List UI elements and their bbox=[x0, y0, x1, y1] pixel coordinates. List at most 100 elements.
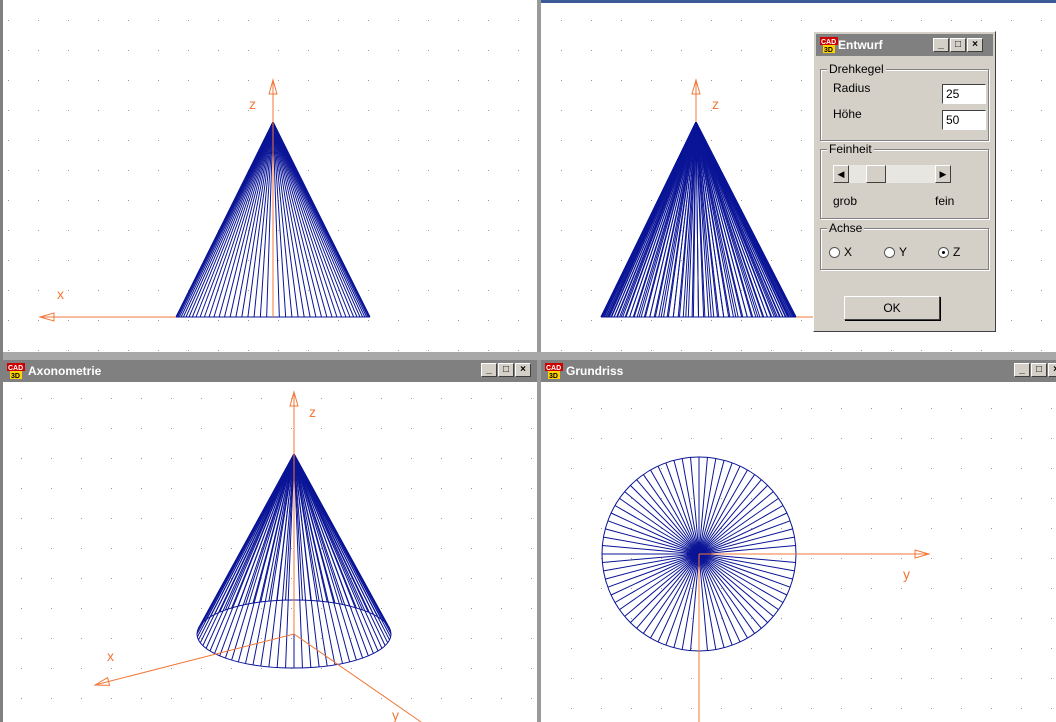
side-view-canvas[interactable] bbox=[541, 0, 1056, 352]
grundriss-titlebar[interactable]: CAD 3D Grundriss _ □ × bbox=[541, 360, 1056, 382]
ok-button[interactable]: OK bbox=[844, 296, 940, 320]
maximize-button[interactable]: □ bbox=[1031, 363, 1047, 377]
grid-dot bbox=[381, 668, 382, 669]
close-button[interactable]: × bbox=[515, 363, 531, 377]
grid-dot bbox=[68, 80, 69, 81]
cad3d-logo-icon: CAD 3D bbox=[820, 37, 838, 53]
front-view-pane[interactable]: z x bbox=[0, 0, 537, 352]
grundriss-canvas[interactable] bbox=[541, 360, 1056, 722]
grid-dot bbox=[1051, 468, 1052, 469]
grid-dot bbox=[591, 260, 592, 261]
cone-generatrix bbox=[695, 121, 720, 318]
y-axis-arrow bbox=[914, 549, 931, 559]
cone-generatrix bbox=[252, 453, 295, 665]
cone-dense-mesh bbox=[600, 121, 797, 318]
close-button[interactable]: × bbox=[1048, 363, 1056, 377]
grid-dot bbox=[8, 110, 9, 111]
grid-dot bbox=[661, 408, 662, 409]
grid-dot bbox=[841, 708, 842, 709]
maximize-button[interactable]: □ bbox=[950, 38, 966, 52]
grid-dot bbox=[651, 350, 652, 351]
axonometrie-canvas[interactable] bbox=[3, 360, 537, 722]
grid-dot bbox=[841, 468, 842, 469]
grid-dot bbox=[51, 488, 52, 489]
close-button[interactable]: × bbox=[967, 38, 983, 52]
entwurf-dialog[interactable]: CAD 3D Entwurf _ □ × Drehkegel Radius Hö… bbox=[813, 31, 996, 332]
grid-dot bbox=[631, 618, 632, 619]
svg-text:3D: 3D bbox=[549, 373, 558, 379]
grid-dot bbox=[691, 528, 692, 529]
grid-dot bbox=[158, 110, 159, 111]
axis-radio-z[interactable]: Z bbox=[938, 245, 960, 259]
radius-input[interactable] bbox=[942, 84, 986, 104]
cone-spoke bbox=[607, 553, 700, 588]
grid-dot bbox=[98, 50, 99, 51]
grid-dot bbox=[398, 290, 399, 291]
arrow-right-icon: ▶ bbox=[939, 169, 947, 179]
cone-generatrix bbox=[272, 121, 280, 318]
front-view-canvas[interactable] bbox=[0, 0, 537, 352]
grid-dot bbox=[51, 398, 52, 399]
grid-dot bbox=[128, 320, 129, 321]
grid-dot bbox=[471, 428, 472, 429]
grid-dot bbox=[571, 588, 572, 589]
grid-dot bbox=[51, 428, 52, 429]
grid-dot bbox=[501, 488, 502, 489]
feinheit-slider[interactable]: ◀ ▶ bbox=[833, 165, 951, 183]
grid-dot bbox=[81, 548, 82, 549]
cone-generatrix bbox=[695, 121, 753, 318]
cone-generatrix bbox=[293, 453, 343, 605]
cone-generatrix bbox=[260, 453, 295, 603]
dialog-titlebar[interactable]: CAD 3D Entwurf _ □ × bbox=[816, 34, 993, 56]
grid-dot bbox=[351, 668, 352, 669]
grid-dot bbox=[51, 638, 52, 639]
axis-radio-y[interactable]: Y bbox=[884, 245, 907, 259]
grid-dot bbox=[801, 80, 802, 81]
grid-dot bbox=[571, 708, 572, 709]
frame-border-left bbox=[0, 0, 3, 722]
minimize-button[interactable]: _ bbox=[481, 363, 497, 377]
grid-dot bbox=[751, 618, 752, 619]
minimize-button[interactable]: _ bbox=[1014, 363, 1030, 377]
scroll-left-button[interactable]: ◀ bbox=[833, 165, 849, 183]
grid-dot bbox=[231, 518, 232, 519]
cone-generatrix bbox=[272, 121, 333, 318]
grid-dot bbox=[571, 528, 572, 529]
grid-dot bbox=[368, 140, 369, 141]
grid-dot bbox=[338, 50, 339, 51]
grid-dot bbox=[81, 608, 82, 609]
maximize-button[interactable]: □ bbox=[498, 363, 514, 377]
axis-radio-x[interactable]: X bbox=[829, 245, 852, 259]
grid-dot bbox=[441, 398, 442, 399]
grid-dot bbox=[171, 608, 172, 609]
grid-dot bbox=[141, 518, 142, 519]
slider-thumb[interactable] bbox=[865, 165, 886, 183]
grid-dot bbox=[661, 708, 662, 709]
grid-dot bbox=[1051, 708, 1052, 709]
axonometrie-titlebar[interactable]: CAD 3D Axonometrie _ □ × bbox=[3, 360, 537, 382]
grid-dot bbox=[601, 438, 602, 439]
grid-dot bbox=[991, 618, 992, 619]
scroll-right-button[interactable]: ▶ bbox=[935, 165, 951, 183]
grid-dot bbox=[278, 320, 279, 321]
grid-dot bbox=[1011, 200, 1012, 201]
grid-dot bbox=[571, 648, 572, 649]
grid-dot bbox=[458, 230, 459, 231]
grid-dot bbox=[291, 578, 292, 579]
cone-generatrix bbox=[203, 121, 274, 318]
cone-spoke bbox=[698, 553, 768, 623]
minimize-button[interactable]: _ bbox=[933, 38, 949, 52]
cone-generatrix bbox=[695, 121, 748, 318]
radio-label: Z bbox=[953, 245, 961, 259]
cone-spoke bbox=[619, 553, 700, 611]
grid-dot bbox=[841, 588, 842, 589]
grid-dot bbox=[8, 20, 9, 21]
grid-dot bbox=[1011, 80, 1012, 81]
axonometrie-window[interactable]: CAD 3D Axonometrie _ □ × z x y bbox=[3, 360, 537, 722]
grid-dots bbox=[571, 408, 1052, 709]
cone-generatrix bbox=[293, 453, 364, 611]
grid-dot bbox=[368, 80, 369, 81]
grid-dots bbox=[8, 20, 519, 351]
grundriss-window[interactable]: CAD 3D Grundriss _ □ × y bbox=[541, 360, 1056, 722]
hoehe-input[interactable] bbox=[942, 110, 986, 130]
